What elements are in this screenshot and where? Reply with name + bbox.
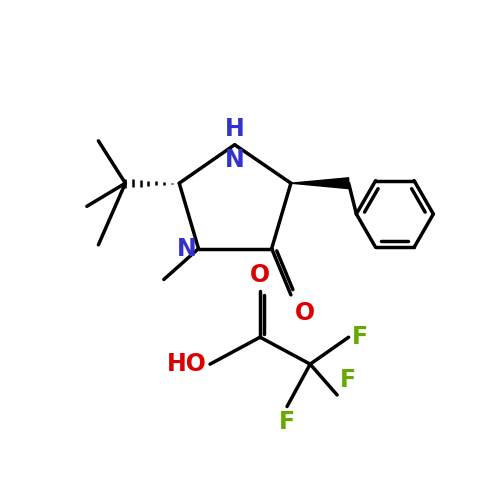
Text: F: F — [352, 325, 368, 349]
Text: HO: HO — [167, 352, 207, 376]
Text: F: F — [279, 410, 295, 434]
Text: F: F — [340, 368, 356, 392]
Polygon shape — [291, 178, 348, 188]
Text: N: N — [225, 148, 244, 172]
Text: O: O — [295, 301, 315, 325]
Text: N: N — [177, 236, 197, 260]
Text: H: H — [225, 117, 244, 141]
Text: O: O — [250, 263, 270, 287]
